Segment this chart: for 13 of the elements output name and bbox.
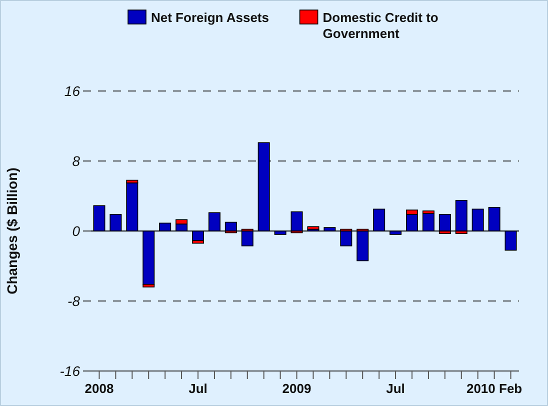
y-tick-label: -16 [60, 363, 80, 379]
x-tick-label: Jul [188, 381, 208, 396]
legend-label: Domestic Credit to Government [322, 10, 438, 41]
x-tick-label: Jul [386, 381, 405, 396]
y-tick-label: 0 [72, 223, 80, 239]
legend-label: Net Foreign Assets [151, 10, 269, 25]
y-tick-label: 8 [72, 153, 80, 169]
x-tick-label: 2008 [84, 381, 114, 396]
x-tick-label: 2009 [282, 381, 312, 396]
y-tick-label: -8 [68, 293, 80, 309]
x-tick-label: 2010 Feb [466, 381, 522, 396]
y-axis-title: Changes ($ Billion) [4, 168, 20, 294]
y-tick-label: 16 [64, 83, 80, 99]
